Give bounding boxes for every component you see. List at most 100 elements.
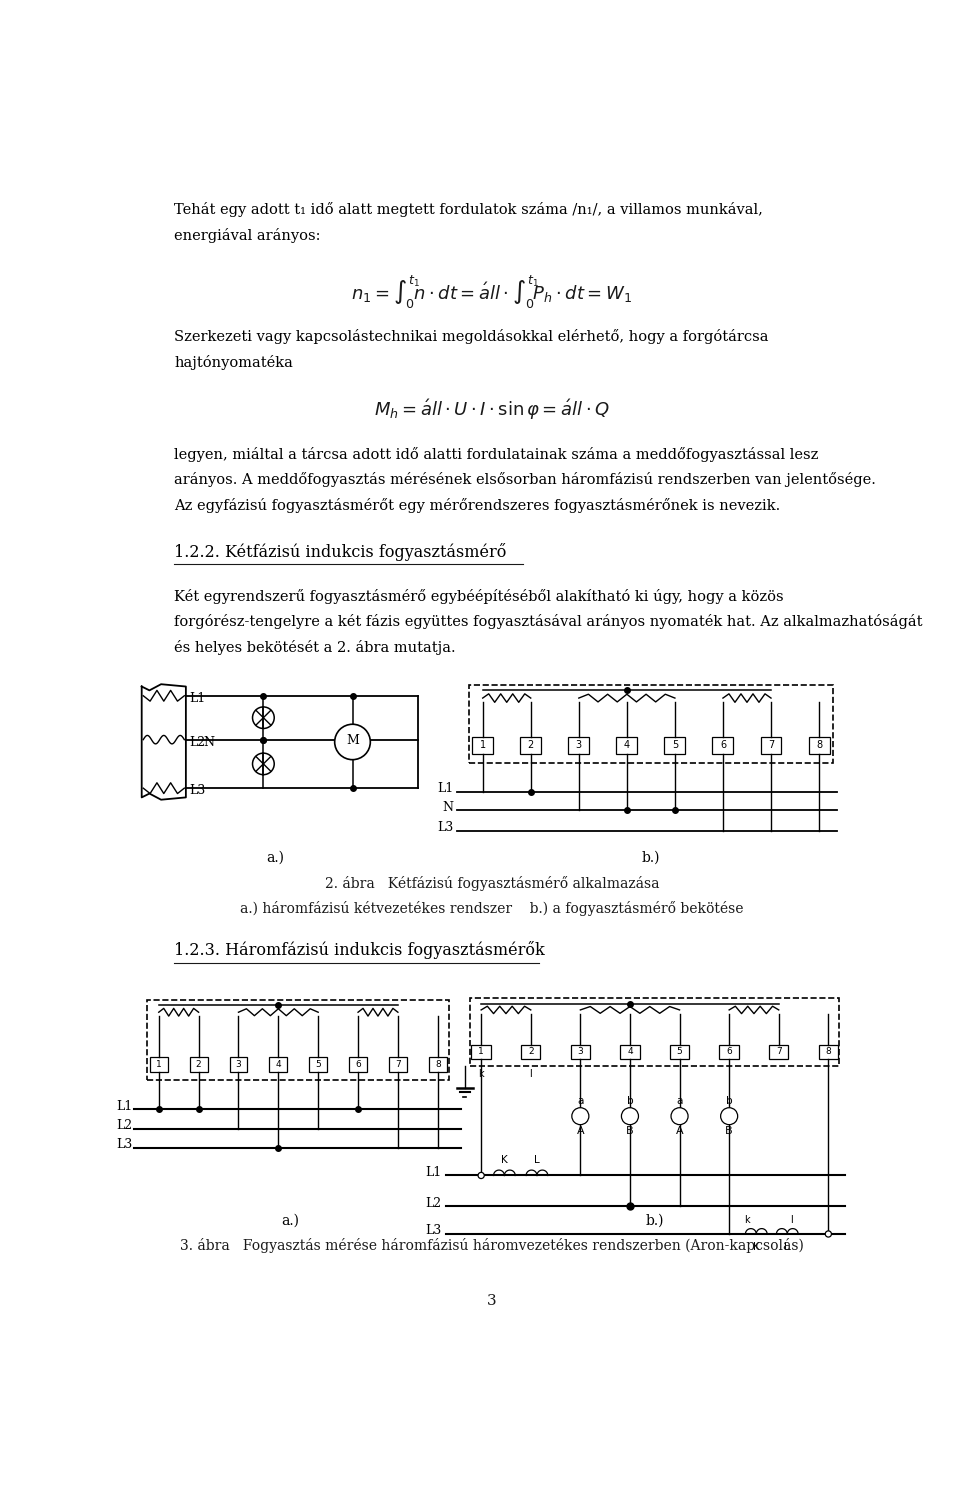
Text: L3: L3 xyxy=(116,1138,132,1152)
Text: b: b xyxy=(627,1097,634,1106)
Text: 3. ábra   Fogyasztás mérése háromfázisú háromvezetékes rendszerben (Aron-kapcsol: 3. ábra Fogyasztás mérése háromfázisú há… xyxy=(180,1238,804,1253)
Circle shape xyxy=(826,1230,831,1236)
Text: 8: 8 xyxy=(816,740,822,750)
Text: b.): b.) xyxy=(641,851,660,865)
Bar xyxy=(570,1045,590,1060)
Text: L1: L1 xyxy=(437,783,453,795)
Bar xyxy=(349,1057,367,1073)
Text: A: A xyxy=(676,1126,684,1137)
Text: a: a xyxy=(577,1097,584,1106)
Bar xyxy=(819,1045,838,1060)
Text: Szerkezeti vagy kapcsolástechnikai megoldásokkal elérhető, hogy a forgótárcsa: Szerkezeti vagy kapcsolástechnikai megol… xyxy=(175,330,769,345)
Bar xyxy=(190,1057,207,1073)
Bar xyxy=(760,737,781,753)
Bar xyxy=(521,1045,540,1060)
Text: A: A xyxy=(577,1126,585,1137)
Text: L: L xyxy=(534,1155,540,1165)
Bar xyxy=(620,1045,639,1060)
Text: 5: 5 xyxy=(677,1048,683,1057)
Text: L: L xyxy=(784,1242,790,1251)
Text: 7: 7 xyxy=(395,1060,400,1068)
Text: L2: L2 xyxy=(116,1119,132,1132)
Text: 3: 3 xyxy=(578,1048,584,1057)
Text: M: M xyxy=(346,734,359,747)
Text: a.) háromfázisú kétvezetékes rendszer    b.) a fogyasztásmérő bekötése: a.) háromfázisú kétvezetékes rendszer b.… xyxy=(240,902,744,917)
Text: 5: 5 xyxy=(315,1060,321,1068)
Text: 3: 3 xyxy=(487,1294,497,1308)
Text: 8: 8 xyxy=(826,1048,831,1057)
Bar xyxy=(808,737,829,753)
Text: 1: 1 xyxy=(156,1060,161,1068)
Circle shape xyxy=(621,1107,638,1125)
Bar xyxy=(470,999,839,1065)
Text: L3: L3 xyxy=(437,820,453,834)
Text: 5: 5 xyxy=(672,740,678,750)
Bar xyxy=(664,737,685,753)
Text: L1: L1 xyxy=(116,1100,132,1113)
Circle shape xyxy=(478,1172,484,1178)
Bar xyxy=(670,1045,689,1060)
Bar xyxy=(472,737,493,753)
Text: 4: 4 xyxy=(276,1060,281,1068)
Bar xyxy=(150,1057,168,1073)
Text: legyen, miáltal a tárcsa adott idő alatti fordulatainak száma a meddőfogyasztáss: legyen, miáltal a tárcsa adott idő alatt… xyxy=(175,447,819,462)
Text: N: N xyxy=(203,736,214,749)
Text: l: l xyxy=(529,1068,532,1079)
Bar xyxy=(471,1045,491,1060)
Text: Tehát egy adott t₁ idő alatt megtett fordulatok száma /n₁/, a villamos munkával,: Tehát egy adott t₁ idő alatt megtett for… xyxy=(175,202,763,217)
Text: $M_h = \acute{a}ll \cdot U \cdot I \cdot \sin\varphi = \acute{a}ll \cdot Q$: $M_h = \acute{a}ll \cdot U \cdot I \cdot… xyxy=(374,397,610,422)
Text: k: k xyxy=(478,1068,484,1079)
Text: 7: 7 xyxy=(768,740,774,750)
Bar xyxy=(520,737,541,753)
Text: L1: L1 xyxy=(425,1167,442,1178)
Bar xyxy=(616,737,637,753)
Bar xyxy=(769,1045,788,1060)
Bar xyxy=(712,737,733,753)
Text: 2: 2 xyxy=(528,740,534,750)
Text: 8: 8 xyxy=(435,1060,441,1068)
Text: a.): a.) xyxy=(266,851,284,865)
Text: 1.2.3. Háromfázisú indukcis fogyasztásmérők: 1.2.3. Háromfázisú indukcis fogyasztásmé… xyxy=(175,942,545,960)
Text: 4: 4 xyxy=(624,740,630,750)
Text: L3: L3 xyxy=(190,785,206,798)
Text: B: B xyxy=(626,1126,634,1137)
Text: 7: 7 xyxy=(776,1048,781,1057)
Text: B: B xyxy=(726,1126,733,1137)
Text: arányos. A meddőfogyasztás mérésének elsősorban háromfázisú rendszerben van jele: arányos. A meddőfogyasztás mérésének els… xyxy=(175,473,876,487)
Text: l: l xyxy=(790,1214,793,1224)
Text: 2: 2 xyxy=(528,1048,534,1057)
Bar xyxy=(389,1057,407,1073)
Text: 6: 6 xyxy=(727,1048,732,1057)
Text: L2: L2 xyxy=(190,736,205,749)
Bar xyxy=(147,1000,449,1080)
Text: b.): b.) xyxy=(645,1214,664,1227)
Bar xyxy=(309,1057,327,1073)
Text: 2. ábra   Kétfázisú fogyasztásmérő alkalmazása: 2. ábra Kétfázisú fogyasztásmérő alkalma… xyxy=(324,875,660,892)
Circle shape xyxy=(721,1107,737,1125)
Circle shape xyxy=(572,1107,588,1125)
Circle shape xyxy=(335,724,371,759)
Text: forgórész-tengelyre a két fázis együttes fogyasztásával arányos nyomaték hat. Az: forgórész-tengelyre a két fázis együttes… xyxy=(175,614,923,629)
Text: 6: 6 xyxy=(355,1060,361,1068)
Text: L1: L1 xyxy=(190,692,206,704)
Text: Két egyrendszerű fogyasztásmérő egybéépítéséből alakítható ki úgy, hogy a közös: Két egyrendszerű fogyasztásmérő egybéépí… xyxy=(175,588,784,603)
Text: a: a xyxy=(677,1097,683,1106)
Text: 3: 3 xyxy=(235,1060,241,1068)
Text: Az egyfázisú fogyasztásmérőt egy mérőrendszeres fogyasztásmérőnek is nevezik.: Az egyfázisú fogyasztásmérőt egy mérőren… xyxy=(175,498,780,513)
Text: 1.2.2. Kétfázisú indukcis fogyasztásmérő: 1.2.2. Kétfázisú indukcis fogyasztásmérő xyxy=(175,542,507,560)
Text: 6: 6 xyxy=(720,740,726,750)
Bar xyxy=(568,737,589,753)
Text: 4: 4 xyxy=(627,1048,633,1057)
Text: N: N xyxy=(443,801,453,814)
Text: 3: 3 xyxy=(576,740,582,750)
Bar xyxy=(270,1057,287,1073)
Text: 1: 1 xyxy=(480,740,486,750)
Text: L3: L3 xyxy=(425,1224,442,1238)
Circle shape xyxy=(671,1107,688,1125)
Text: és helyes bekötését a 2. ábra mutatja.: és helyes bekötését a 2. ábra mutatja. xyxy=(175,639,456,654)
Text: k: k xyxy=(744,1214,750,1224)
Text: hajtónyomatéka: hajtónyomatéka xyxy=(175,355,293,370)
Text: 1: 1 xyxy=(478,1048,484,1057)
Bar xyxy=(719,1045,739,1060)
Text: K: K xyxy=(501,1155,508,1165)
